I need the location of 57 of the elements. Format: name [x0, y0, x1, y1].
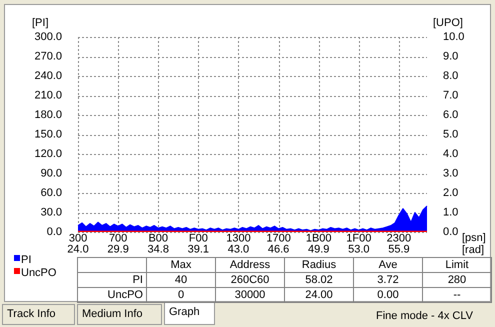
y-tick-label: 0.0 — [46, 226, 62, 238]
text: Medium Info — [77, 304, 162, 325]
legend-label: UncPO — [21, 267, 56, 279]
y-tick-label: 90.0 — [40, 168, 62, 180]
text: 24.00 — [284, 288, 354, 302]
y2-axis-title: [UPO] — [433, 17, 463, 30]
y-tick-label: 120.0 — [34, 148, 62, 160]
y2-tick-label: 4.0 — [443, 148, 458, 160]
y-tick-label: 300.0 — [34, 31, 62, 44]
text: Ave — [354, 258, 422, 272]
text: 0.00 — [354, 288, 422, 302]
text: Limit — [422, 258, 492, 272]
text: UncPO — [78, 288, 146, 302]
y-tick-label: 60.0 — [40, 187, 62, 200]
y-tick-label: 150.0 — [34, 128, 62, 141]
x-tick-label: 1F00 53.0 — [346, 232, 372, 256]
y-tick-label: 30.0 — [40, 206, 62, 219]
text: Radius — [284, 258, 354, 272]
x-tick-label: 1700 46.6 — [266, 232, 291, 256]
x-tick-label: 1300 43.0 — [226, 232, 251, 256]
text: PI — [78, 272, 146, 288]
y-tick-label: 210.0 — [34, 90, 62, 102]
x-tick-label: 700 29.9 — [107, 232, 129, 256]
y2-tick-label: 6.0 — [443, 109, 458, 122]
x-tick-label: 2300 55.9 — [386, 232, 412, 256]
y-tick-label: 270.0 — [34, 50, 62, 63]
y-axis-title: [PI] — [32, 17, 49, 30]
x-tick-label: 1B00 49.9 — [306, 232, 332, 256]
y2-tick-label: 7.0 — [443, 90, 458, 102]
y2-tick-label: 1.0 — [443, 206, 458, 219]
y-tick-label: 180.0 — [34, 109, 62, 122]
text: 280 — [422, 272, 492, 288]
y2-tick-label: 5.0 — [443, 128, 458, 141]
x-tick-label: F00 39.1 — [188, 232, 210, 256]
text: Track Info — [2, 304, 75, 325]
text: 0 — [146, 288, 216, 302]
y2-tick-label: 3.0 — [443, 168, 458, 180]
text: 58.02 — [284, 272, 354, 288]
text: Fine mode - 4x CLV — [376, 310, 474, 322]
y-tick-label: 240.0 — [34, 70, 62, 82]
x-tick-label: B00 34.8 — [148, 232, 169, 256]
text: Address — [216, 258, 284, 272]
y2-tick-label: 8.0 — [443, 70, 458, 82]
x2-axis-title: [rad] — [462, 244, 484, 256]
text: 30000 — [216, 288, 284, 302]
text: -- — [422, 288, 492, 302]
y2-tick-label: 2.0 — [443, 187, 458, 200]
y2-tick-label: 10.0 — [443, 31, 464, 44]
y2-tick-label: 0.0 — [443, 226, 458, 238]
text: 40 — [146, 272, 216, 288]
y2-tick-label: 9.0 — [443, 50, 458, 63]
text: Max — [146, 258, 216, 272]
text: 3.72 — [354, 272, 422, 288]
x-axis-title: [psn] — [462, 232, 486, 244]
x-tick-label: 300 24.0 — [67, 232, 89, 256]
text: 260C60 — [216, 272, 284, 288]
legend-label: PI — [21, 254, 32, 266]
